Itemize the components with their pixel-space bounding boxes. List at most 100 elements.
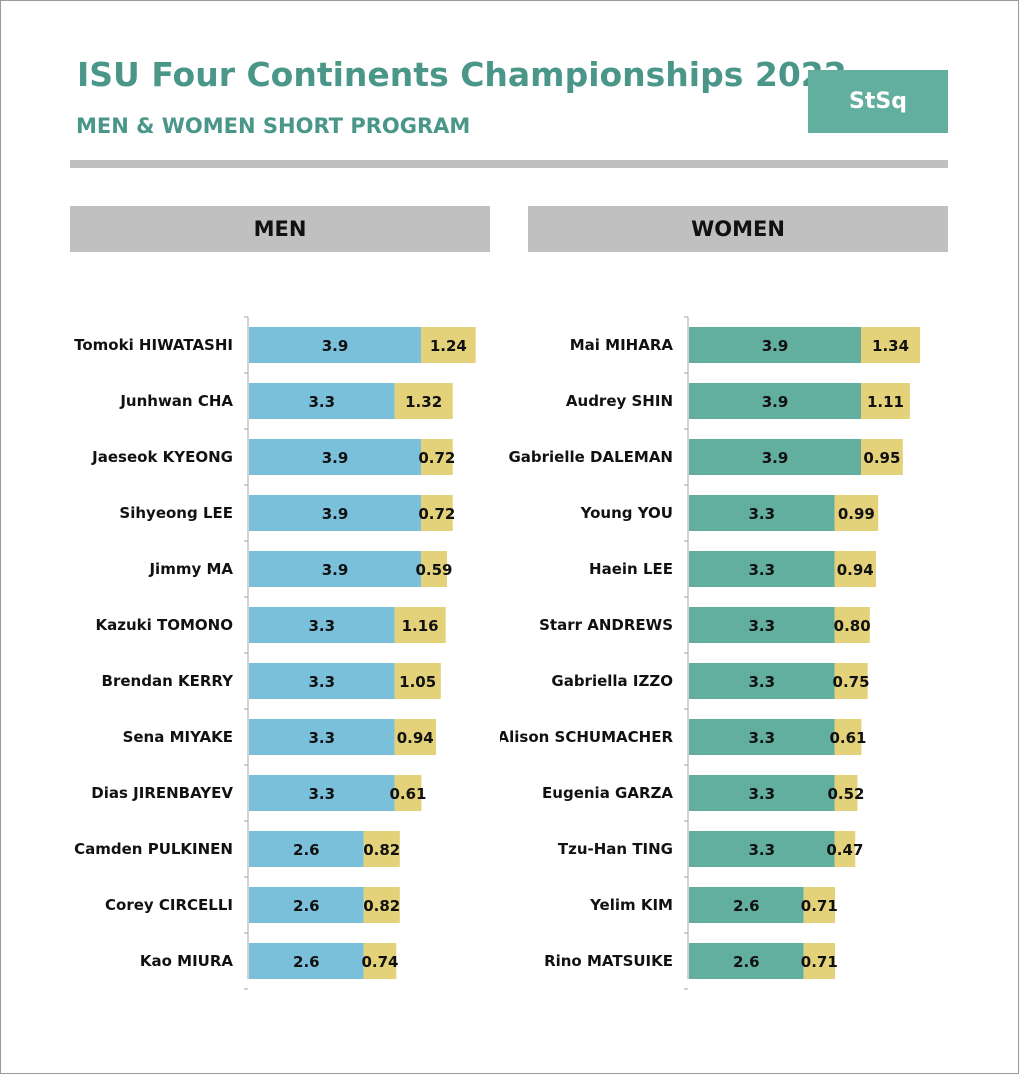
men-panel-header: MEN (70, 206, 490, 252)
men-goe-bar (394, 383, 453, 419)
women-goe-bar (834, 831, 856, 867)
women-category-label: Haein LEE (589, 560, 673, 578)
men-category-label: Camden PULKINEN (74, 840, 233, 858)
women-category-label: Starr ANDREWS (539, 616, 673, 634)
men-base-value-label: 3.3 (308, 785, 335, 803)
men-base-value-bar (249, 495, 421, 531)
women-base-value-bar (689, 327, 861, 363)
women-panel-header: WOMEN (528, 206, 948, 252)
men-base-value-label: 2.6 (293, 841, 320, 859)
men-base-value-bar (249, 551, 421, 587)
women-base-value-bar (689, 495, 835, 531)
men-goe-bar (394, 663, 441, 699)
page-subtitle: MEN & WOMEN SHORT PROGRAM (76, 114, 471, 138)
men-goe-bar (420, 551, 448, 587)
women-base-value-label: 3.9 (762, 337, 789, 355)
men-goe-label: 0.72 (418, 449, 455, 467)
header-divider (70, 160, 948, 168)
men-category-label: Sena MIYAKE (123, 728, 233, 746)
men-goe-bar (363, 943, 397, 979)
women-base-value-label: 2.6 (733, 953, 760, 971)
men-goe-label: 0.74 (361, 953, 398, 971)
women-base-value-label: 3.9 (762, 393, 789, 411)
women-base-value-label: 3.3 (748, 841, 775, 859)
men-base-value-bar (249, 327, 421, 363)
women-base-value-bar (689, 831, 835, 867)
men-base-value-label: 3.9 (322, 505, 349, 523)
men-goe-bar (420, 439, 453, 475)
men-goe-label: 0.82 (363, 897, 400, 915)
men-category-label: Jimmy MA (148, 560, 233, 578)
men-goe-bar (394, 719, 436, 755)
women-goe-label: 0.94 (837, 561, 874, 579)
women-base-value-bar (689, 719, 835, 755)
women-category-label: Gabrielle DALEMAN (508, 448, 673, 466)
women-base-value-bar (689, 663, 835, 699)
women-base-value-label: 3.3 (748, 617, 775, 635)
women-goe-label: 0.99 (838, 505, 875, 523)
men-base-value-label: 3.9 (322, 561, 349, 579)
men-category-label: Kazuki TOMONO (96, 616, 233, 634)
men-base-value-bar (249, 719, 395, 755)
women-goe-bar (803, 887, 835, 923)
women-goe-label: 0.52 (827, 785, 864, 803)
women-goe-label: 0.80 (834, 617, 871, 635)
women-base-value-bar (689, 551, 835, 587)
women-category-label: Mai MIHARA (570, 336, 674, 354)
women-category-label: Gabriella IZZO (551, 672, 673, 690)
men-goe-bar (363, 887, 400, 923)
women-bar-chart: Mai MIHARA 3.9 1.34 Audrey SHIN 3.9 1.11 Gabri… (500, 316, 921, 990)
men-base-value-label: 2.6 (293, 897, 320, 915)
men-base-value-label: 3.9 (322, 449, 349, 467)
women-goe-bar (860, 383, 910, 419)
men-category-label: Jaeseok KYEONG (91, 448, 233, 466)
women-goe-bar (803, 943, 835, 979)
women-base-value-bar (689, 775, 835, 811)
men-base-value-bar (249, 439, 421, 475)
women-base-value-label: 2.6 (733, 897, 760, 915)
women-goe-bar (834, 607, 870, 643)
element-badge: StSq (808, 70, 948, 133)
women-category-label: Alison SCHUMACHER (500, 728, 673, 746)
men-base-value-bar (249, 943, 364, 979)
men-goe-bar (394, 607, 446, 643)
men-category-label: Sihyeong LEE (119, 504, 233, 522)
women-category-label: Rino MATSUIKE (544, 952, 673, 970)
women-goe-label: 0.71 (801, 953, 838, 971)
men-base-value-bar (249, 383, 395, 419)
men-base-value-bar (249, 831, 364, 867)
men-bar-chart: Tomoki HIWATASHI 3.9 1.24 Junhwan CHA 3.3 1.3… (74, 316, 476, 990)
men-goe-label: 0.94 (397, 729, 434, 747)
women-base-value-bar (689, 383, 861, 419)
men-category-label: Corey CIRCELLI (105, 896, 233, 914)
women-goe-bar (834, 495, 879, 531)
page-title: ISU Four Continents Championships 2022 (77, 55, 847, 94)
women-category-label: Eugenia GARZA (542, 784, 673, 802)
women-goe-label: 0.95 (863, 449, 900, 467)
women-goe-bar (834, 719, 862, 755)
women-goe-bar (834, 663, 868, 699)
women-goe-bar (834, 775, 858, 811)
women-base-value-bar (689, 439, 861, 475)
women-base-value-label: 3.3 (748, 785, 775, 803)
women-goe-label: 0.75 (833, 673, 870, 691)
men-base-value-bar (249, 663, 395, 699)
women-base-value-bar (689, 943, 804, 979)
men-base-value-bar (249, 607, 395, 643)
women-base-value-label: 3.3 (748, 561, 775, 579)
men-goe-label: 0.72 (418, 505, 455, 523)
women-goe-label: 1.11 (867, 393, 904, 411)
men-goe-label: 1.16 (402, 617, 439, 635)
men-goe-label: 0.82 (363, 841, 400, 859)
men-goe-label: 1.24 (430, 337, 467, 355)
men-base-value-label: 2.6 (293, 953, 320, 971)
men-goe-bar (420, 495, 453, 531)
men-category-label: Brendan KERRY (102, 672, 235, 690)
women-base-value-label: 3.3 (748, 673, 775, 691)
men-base-value-bar (249, 887, 364, 923)
men-base-value-label: 3.3 (308, 729, 335, 747)
men-goe-bar (363, 831, 400, 867)
women-base-value-label: 3.9 (762, 449, 789, 467)
women-category-label: Yelim KIM (589, 896, 673, 914)
men-goe-label: 1.05 (399, 673, 436, 691)
